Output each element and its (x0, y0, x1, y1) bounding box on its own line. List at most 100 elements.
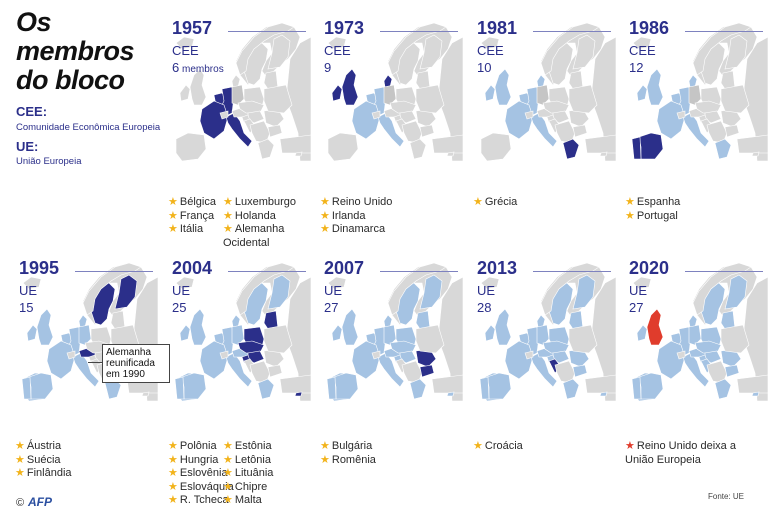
new-members-list-1973: ★ Reino Unido ★ Irlanda ★ Dinamarca (320, 196, 392, 237)
member-count: 15 (19, 301, 33, 315)
map-region-france (351, 100, 381, 140)
legend-cee-abbr: CEE: (16, 104, 48, 119)
country-list-item: ★ Romênia (320, 454, 376, 468)
map-region-iceland (632, 36, 652, 50)
map-region-bulgaria (724, 124, 740, 138)
map-region-eastern (568, 84, 598, 114)
map-region-turkey (431, 374, 463, 394)
map-region-eastern (720, 324, 750, 354)
map-region-switz (524, 350, 534, 360)
star-icon: ★ (168, 467, 178, 479)
new-members-list-2013: ★ Croácia (473, 440, 523, 454)
map-region-finland (267, 34, 291, 70)
country-name: Reino Unido (331, 196, 393, 208)
year-label: 2004 (172, 258, 213, 278)
map-region-denmark (536, 74, 546, 88)
year-label: 1986 (629, 18, 670, 38)
member-count-value: 9 (324, 60, 332, 75)
map-region-finland (114, 274, 138, 310)
map-region-eastde (78, 324, 92, 346)
star-icon: ★ (320, 223, 330, 235)
map-region-france (504, 100, 534, 140)
map-region-denmark (688, 314, 698, 328)
member-count: 27 (324, 301, 338, 315)
country-list-item: ★ Itália (168, 223, 216, 237)
star-icon: ★ (320, 196, 330, 208)
map-region-france (656, 340, 686, 380)
map-region-norway (540, 262, 600, 316)
country-name: Eslováquia (179, 480, 234, 493)
country-name: R. Tcheca (179, 494, 229, 506)
star-icon: ★ (168, 480, 178, 493)
map-region-uk (341, 68, 359, 106)
map-region-ireland (179, 324, 191, 342)
map-region-switz (524, 110, 534, 120)
map-region-baltics (568, 70, 584, 90)
year-label: 1973 (324, 18, 365, 38)
map-region-eastde (536, 84, 550, 106)
map-region-uk (189, 68, 207, 106)
map-region-cyprus (141, 391, 150, 397)
star-icon: ★ (15, 453, 25, 466)
new-members-list-2007: ★ Bulgária ★ Romênia (320, 440, 376, 467)
map-region-turkey (279, 374, 311, 394)
legend-cee-desc: Comunidade Econômica Europeia (16, 122, 161, 133)
map-region-ireland (636, 324, 648, 342)
member-count-value: 27 (324, 300, 339, 315)
map-region-eastde (383, 84, 397, 106)
map-region-denmark (78, 314, 88, 328)
map-region-switz (219, 350, 229, 360)
member-count: 9 (324, 61, 331, 75)
country-name: Letônia (234, 453, 271, 466)
country-list-item: ★ Croácia (473, 440, 523, 454)
member-count: 25 (172, 301, 186, 315)
map-region-turkey (584, 134, 616, 154)
organization-label: UE (324, 283, 343, 298)
map-region-iberia (480, 132, 512, 161)
year-label: 2007 (324, 258, 365, 278)
copyright-symbol: © (16, 497, 25, 509)
map-region-eastde (383, 324, 397, 346)
map-region-bulgaria (267, 364, 283, 378)
country-name: Estônia (234, 440, 272, 452)
year-label: 1995 (19, 258, 60, 278)
europe-map-2013 (479, 262, 616, 401)
europe-map-1995 (21, 262, 158, 401)
map-region-greece (409, 138, 427, 160)
map-region-ireland (484, 324, 496, 342)
country-list-item: ★ Grécia (473, 196, 517, 210)
map-region-eastern (415, 84, 445, 114)
map-region-bulgaria (572, 124, 588, 138)
map-region-spain (486, 372, 512, 400)
map-region-france (199, 100, 229, 140)
country-list-item: ★ Eslovênia (168, 467, 234, 481)
country-list-item: ★ R. Tcheca (168, 494, 234, 508)
map-region-turkey (431, 134, 463, 154)
organization-label: CEE (172, 43, 199, 58)
map-region-norway (540, 22, 600, 76)
member-count-value: 12 (629, 60, 644, 75)
map-region-turkey (736, 374, 768, 394)
map-region-bulgaria (419, 124, 435, 138)
year-rule (380, 31, 458, 32)
map-region-turkey (584, 374, 616, 394)
map-region-uk (646, 68, 664, 106)
star-icon: ★ (473, 196, 483, 208)
map-region-bulgaria (267, 124, 283, 138)
country-name: Alemanha Ocidental (223, 223, 285, 249)
map-region-ireland (636, 84, 648, 102)
legend-ue-desc: União Europeia (16, 156, 82, 167)
map-region-finland (419, 274, 443, 310)
member-count: 10 (477, 61, 491, 75)
legend-ue-abbr: UE: (16, 139, 39, 154)
map-region-greece (562, 378, 580, 400)
country-name: Romênia (331, 453, 376, 466)
map-region-france (199, 340, 229, 380)
map-region-iceland (175, 276, 195, 290)
country-list-item: ★ Bulgária (320, 440, 376, 454)
country-list-item: ★ Eslováquia (168, 481, 234, 495)
map-region-spain (638, 132, 664, 160)
new-members-list-1981: ★ Grécia (473, 196, 517, 210)
map-region-denmark (383, 74, 393, 88)
star-icon: ★ (625, 209, 635, 222)
